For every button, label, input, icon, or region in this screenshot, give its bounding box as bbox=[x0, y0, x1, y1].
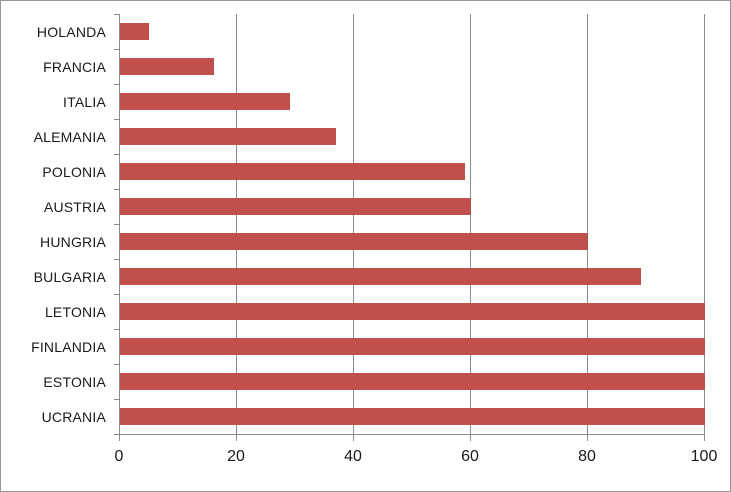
category-label-francia: FRANCIA bbox=[43, 58, 106, 75]
y-tick bbox=[114, 294, 119, 295]
y-tick bbox=[114, 84, 119, 85]
y-tick bbox=[114, 224, 119, 225]
y-tick bbox=[114, 154, 119, 155]
category-label-holanda: HOLANDA bbox=[36, 23, 106, 40]
y-tick bbox=[114, 364, 119, 365]
y-tick bbox=[114, 434, 119, 435]
y-tick bbox=[114, 14, 119, 15]
x-axis-line bbox=[119, 434, 705, 435]
x-tick-0 bbox=[119, 435, 120, 441]
bar-alemania bbox=[120, 128, 337, 145]
y-tick bbox=[114, 259, 119, 260]
x-tick-label-100: 100 bbox=[690, 448, 718, 465]
bar-estonia bbox=[120, 373, 705, 390]
gridline-100 bbox=[704, 14, 705, 434]
y-tick bbox=[114, 329, 119, 330]
bar-finlandia bbox=[120, 338, 705, 355]
x-tick-label-40: 40 bbox=[344, 448, 362, 465]
category-label-bulgaria: BULGARIA bbox=[33, 268, 106, 285]
x-tick-60 bbox=[470, 435, 471, 441]
category-label-ucrania: UCRANIA bbox=[41, 408, 106, 425]
category-label-polonia: POLONIA bbox=[42, 163, 106, 180]
bar-holanda bbox=[120, 23, 150, 40]
gridline-80 bbox=[587, 14, 588, 434]
category-label-hungria: HUNGRIA bbox=[40, 233, 106, 250]
bar-hungria bbox=[120, 233, 588, 250]
gridline-40 bbox=[353, 14, 354, 434]
bar-polonia bbox=[120, 163, 466, 180]
y-tick bbox=[114, 119, 119, 120]
bar-italia bbox=[120, 93, 290, 110]
category-label-italia: ITALIA bbox=[63, 93, 106, 110]
gridline-20 bbox=[236, 14, 237, 434]
category-label-alemania: ALEMANIA bbox=[33, 128, 106, 145]
gridline-60 bbox=[470, 14, 471, 434]
x-tick-100 bbox=[704, 435, 705, 441]
category-label-estonia: ESTONIA bbox=[43, 373, 106, 390]
x-tick-label-20: 20 bbox=[227, 448, 245, 465]
category-label-finlandia: FINLANDIA bbox=[31, 338, 106, 355]
x-tick-20 bbox=[236, 435, 237, 441]
x-tick-label-60: 60 bbox=[461, 448, 479, 465]
x-tick-label-0: 0 bbox=[114, 448, 124, 465]
x-tick-40 bbox=[353, 435, 354, 441]
y-tick bbox=[114, 189, 119, 190]
x-tick-label-80: 80 bbox=[578, 448, 596, 465]
category-label-letonia: LETONIA bbox=[44, 303, 106, 320]
category-label-austria: AUSTRIA bbox=[43, 198, 106, 215]
y-tick bbox=[114, 49, 119, 50]
bar-ucrania bbox=[120, 408, 705, 425]
y-axis-line bbox=[119, 14, 120, 434]
bar-austria bbox=[120, 198, 471, 215]
bar-francia bbox=[120, 58, 214, 75]
x-tick-80 bbox=[587, 435, 588, 441]
y-tick bbox=[114, 399, 119, 400]
bar-letonia bbox=[120, 303, 705, 320]
bar-bulgaria bbox=[120, 268, 641, 285]
